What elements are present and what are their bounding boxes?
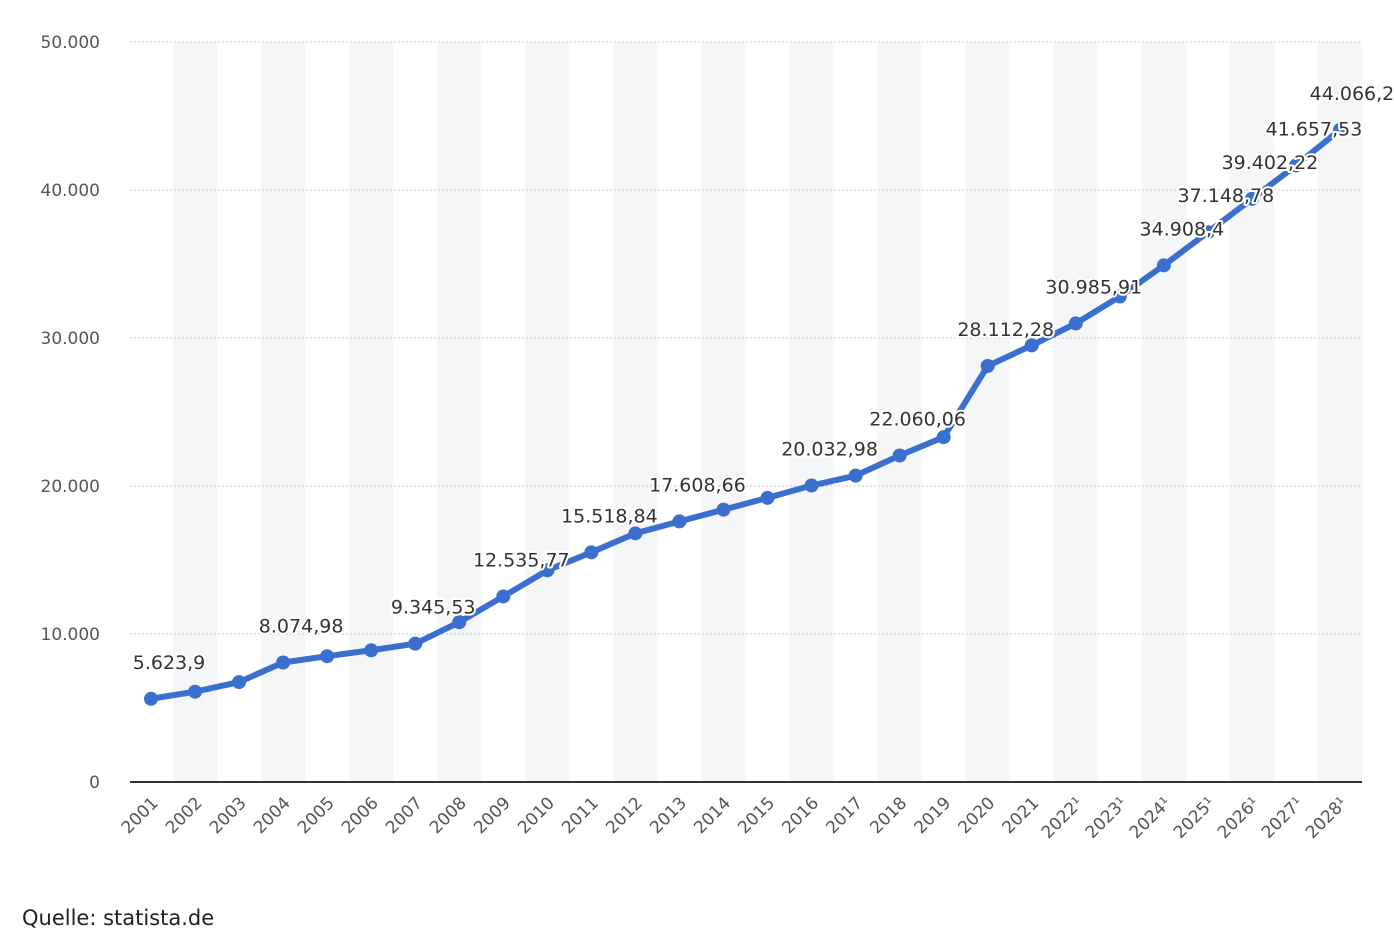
column-band [1317, 42, 1363, 782]
data-point [1288, 158, 1303, 173]
data-label: 5.623,9 [133, 652, 206, 674]
y-tick-label: 10.000 [41, 625, 100, 645]
data-point [1244, 191, 1259, 206]
x-tick-label: 2015 [734, 793, 779, 838]
x-tick-label: 2024¹ [1126, 793, 1176, 843]
data-label: 12.535,77 [473, 549, 570, 571]
data-label: 37.148,78 [1178, 185, 1275, 207]
data-label: 41.657,53 [1266, 118, 1363, 140]
x-tick-label: 2016 [778, 793, 823, 838]
data-label: 15.518,84 [561, 505, 658, 527]
y-tick-label: 30.000 [41, 329, 100, 349]
data-label: 44.066,25 [1310, 83, 1394, 105]
column-band [1141, 42, 1186, 782]
data-label: 28.112,28 [957, 319, 1054, 341]
data-point [760, 490, 775, 505]
data-point [452, 615, 467, 630]
x-tick-label: 2009 [470, 793, 515, 838]
data-label: 22.060,06 [869, 409, 966, 431]
x-tick-label: 2027¹ [1258, 793, 1308, 843]
x-tick-label: 2003 [206, 793, 251, 838]
data-label: 17.608,66 [649, 474, 746, 496]
x-tick-label: 2012 [602, 793, 647, 838]
data-label: 20.032,98 [781, 439, 878, 461]
column-band [965, 42, 1010, 782]
x-tick-label: 2022¹ [1038, 793, 1088, 843]
data-point [1156, 258, 1171, 273]
column-band [701, 42, 746, 782]
data-point [1112, 289, 1127, 304]
data-point [188, 684, 203, 699]
x-tick-label: 2026¹ [1214, 793, 1264, 843]
data-point [276, 655, 291, 670]
x-tick-label: 2020 [955, 793, 1000, 838]
data-point [628, 526, 643, 541]
data-point [584, 545, 599, 560]
x-tick-label: 2010 [514, 793, 559, 838]
column-band [1053, 42, 1098, 782]
x-tick-label: 2005 [294, 793, 339, 838]
column-band [613, 42, 658, 782]
data-label: 8.074,98 [259, 615, 344, 637]
x-tick-label: 2011 [558, 793, 603, 838]
data-point [804, 478, 819, 493]
x-tick-label: 2007 [382, 793, 427, 838]
x-tick-label: 2025¹ [1170, 793, 1220, 843]
data-point [1068, 316, 1083, 331]
x-tick-label: 2008 [426, 793, 471, 838]
x-tick-label: 2014 [690, 793, 735, 838]
column-band [525, 42, 570, 782]
data-point [496, 589, 511, 604]
x-tick-label: 2018 [866, 793, 911, 838]
data-label: 39.402,22 [1222, 152, 1319, 174]
column-band [877, 42, 922, 782]
data-point [980, 358, 995, 373]
x-tick-label: 2017 [822, 793, 867, 838]
data-point [936, 430, 951, 445]
x-tick-label: 2006 [338, 793, 383, 838]
data-point [408, 636, 423, 651]
source-note: Quelle: statista.de [22, 906, 215, 930]
column-band [349, 42, 394, 782]
data-point [672, 514, 687, 529]
column-band [173, 42, 218, 782]
data-label: 9.345,53 [391, 597, 476, 619]
data-point [1024, 338, 1039, 353]
x-tick-label: 2021 [999, 793, 1044, 838]
data-point [320, 649, 335, 664]
x-tick-label: 2001 [118, 793, 163, 838]
x-tick-label: 2002 [162, 793, 207, 838]
column-band [437, 42, 482, 782]
y-tick-label: 40.000 [41, 181, 100, 201]
data-label: 34.908,4 [1140, 218, 1225, 240]
y-tick-label: 0 [89, 773, 100, 793]
data-point [364, 643, 379, 658]
column-band [789, 42, 834, 782]
data-point [232, 675, 247, 690]
y-tick-label: 20.000 [41, 477, 100, 497]
x-tick-label: 2004 [250, 793, 295, 838]
data-point [848, 468, 863, 483]
x-tick-label: 2019 [910, 793, 955, 838]
series-line [148, 126, 1343, 702]
data-point [716, 502, 731, 517]
data-label: 30.985,91 [1045, 276, 1142, 298]
data-point [540, 563, 555, 578]
data-point [892, 448, 907, 463]
column-band [1229, 42, 1274, 782]
data-point [1200, 225, 1215, 240]
x-tick-label: 2013 [646, 793, 691, 838]
x-tick-label: 2023¹ [1082, 793, 1132, 843]
data-point [1333, 122, 1347, 137]
data-point [144, 691, 158, 706]
x-tick-label: 2028¹ [1302, 793, 1352, 843]
y-tick-label: 50.000 [41, 33, 100, 53]
